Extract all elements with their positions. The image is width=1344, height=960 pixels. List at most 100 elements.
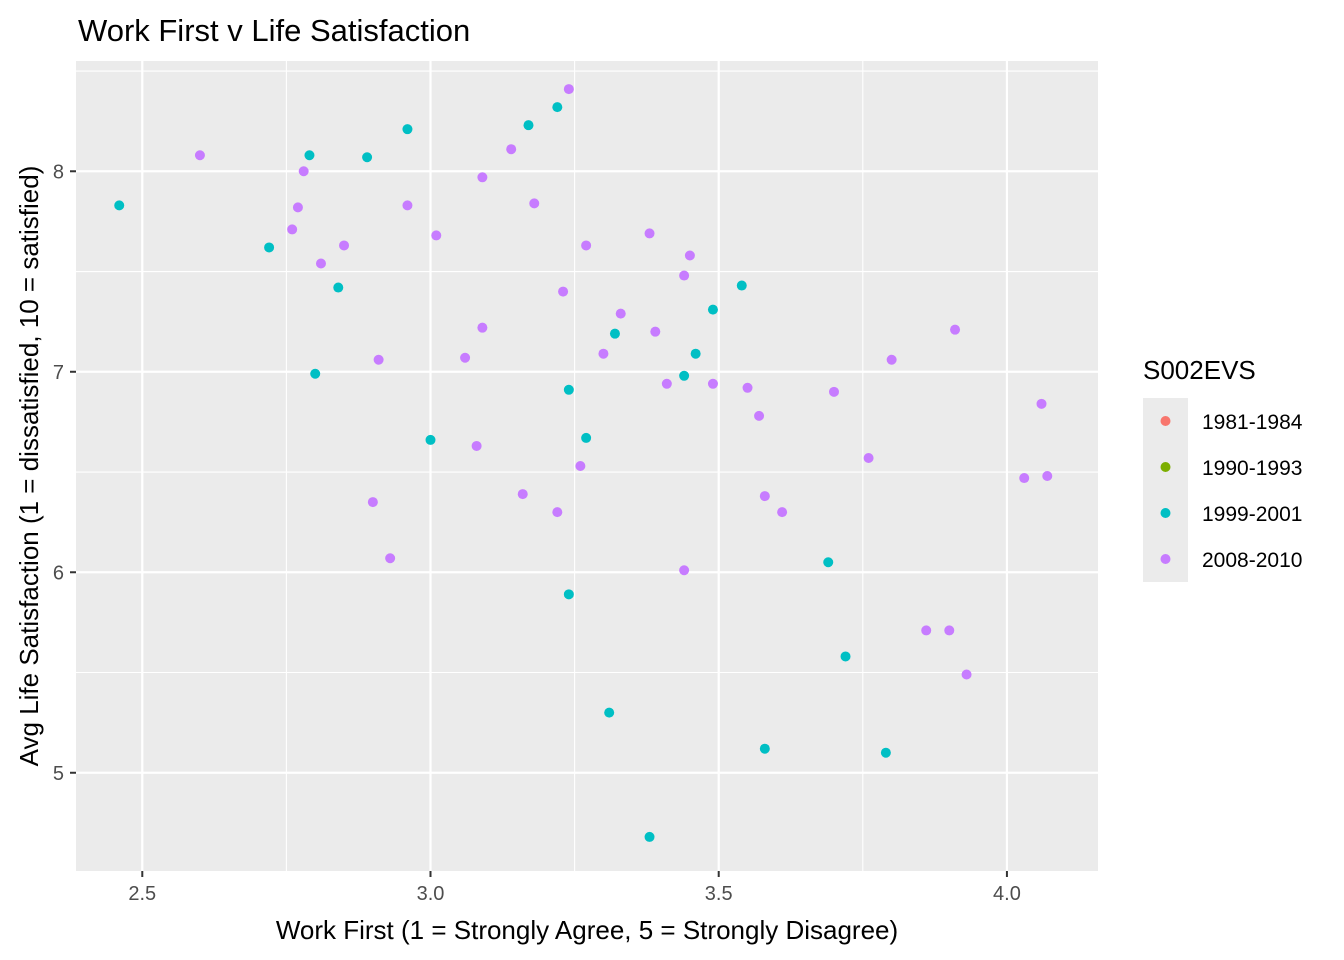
data-point — [840, 651, 851, 662]
legend-label: 1981-1984 — [1202, 411, 1303, 434]
chart-title: Work First v Life Satisfaction — [78, 13, 470, 48]
legend-item: 2008-2010 — [1143, 536, 1302, 582]
data-point — [961, 669, 972, 680]
data-point — [679, 270, 690, 281]
data-point — [563, 589, 574, 600]
data-point — [523, 120, 534, 131]
data-point — [661, 378, 672, 389]
data-point — [823, 557, 834, 568]
data-point — [362, 152, 373, 163]
y-axis-title: Avg Life Satisfaction (1 = dissatisfied,… — [14, 166, 44, 767]
y-tick-label: 8 — [53, 161, 64, 183]
series-1999-2001 — [114, 102, 891, 842]
data-point — [690, 348, 701, 359]
data-point — [650, 326, 661, 337]
data-point — [402, 124, 413, 135]
data-point — [292, 202, 303, 213]
legend-label: 1999-2001 — [1202, 503, 1302, 526]
x-axis-ticks: 2.5 3.0 3.5 4.0 — [128, 871, 1021, 905]
data-point — [477, 172, 488, 183]
data-point — [310, 368, 321, 379]
data-point — [460, 352, 471, 363]
data-point — [506, 144, 517, 155]
data-point — [471, 440, 482, 451]
data-point — [880, 747, 891, 758]
data-point — [315, 258, 326, 269]
data-point — [950, 324, 961, 335]
data-point — [558, 286, 569, 297]
data-point — [287, 224, 298, 235]
data-point — [581, 432, 592, 443]
legend-item: 1999-2001 — [1143, 490, 1302, 536]
x-tick-label: 3.0 — [417, 883, 445, 905]
data-point — [886, 354, 897, 365]
data-point — [385, 553, 396, 564]
legend-swatch — [1160, 508, 1171, 518]
data-point — [742, 382, 753, 393]
x-axis-title: Work First (1 = Strongly Agree, 5 = Stro… — [276, 915, 898, 945]
data-point — [777, 507, 788, 518]
data-point — [684, 250, 695, 261]
data-point — [425, 434, 436, 445]
data-point — [644, 831, 655, 842]
data-point — [298, 166, 309, 177]
y-tick-label: 5 — [53, 763, 64, 785]
data-point — [679, 565, 690, 576]
y-tick-label: 7 — [53, 362, 64, 384]
legend-swatch — [1160, 416, 1171, 426]
legend: S002EVS 1981-1984 1990-1993 1999-2001 2008-… — [1143, 355, 1303, 582]
data-point — [1019, 473, 1030, 484]
data-point — [477, 322, 488, 333]
data-point — [431, 230, 442, 241]
legend-title: S002EVS — [1143, 355, 1256, 385]
data-point — [552, 102, 563, 113]
major-gridlines — [76, 61, 1098, 871]
data-point — [563, 84, 574, 95]
data-point — [604, 707, 615, 718]
series-2008-2010 — [194, 84, 1053, 680]
data-point — [644, 228, 655, 239]
data-point — [759, 743, 770, 754]
y-tick-label: 6 — [53, 562, 64, 584]
data-point — [304, 150, 315, 161]
data-point — [609, 328, 620, 339]
data-point — [863, 452, 874, 463]
legend-item: 1990-1993 — [1143, 444, 1302, 490]
x-tick-label: 2.5 — [128, 883, 156, 905]
data-point — [339, 240, 350, 251]
data-point — [581, 240, 592, 251]
x-tick-label: 3.5 — [705, 883, 733, 905]
legend-item: 1981-1984 — [1143, 398, 1303, 444]
minor-gridlines — [76, 61, 1098, 871]
data-point — [373, 354, 384, 365]
y-axis-ticks: 5 6 7 8 — [53, 161, 76, 785]
data-point — [707, 304, 718, 315]
data-point — [114, 200, 125, 211]
data-point — [367, 497, 378, 508]
data-point — [707, 378, 718, 389]
data-point — [563, 384, 574, 395]
plot-panel — [76, 61, 1098, 871]
data-point — [194, 150, 205, 161]
data-point — [1042, 471, 1053, 482]
data-point — [679, 370, 690, 381]
data-point — [598, 348, 609, 359]
data-points — [114, 84, 1053, 842]
data-point — [615, 308, 626, 319]
data-point — [754, 410, 765, 421]
data-point — [264, 242, 275, 253]
legend-label: 2008-2010 — [1202, 549, 1302, 572]
data-point — [736, 280, 747, 291]
legend-swatch — [1160, 462, 1171, 472]
data-point — [333, 282, 344, 293]
data-point — [759, 491, 770, 502]
legend-label: 1990-1993 — [1202, 457, 1302, 480]
x-tick-label: 4.0 — [993, 883, 1021, 905]
legend-swatch — [1160, 554, 1171, 564]
data-point — [552, 507, 563, 518]
data-point — [828, 386, 839, 397]
data-point — [402, 200, 413, 211]
data-point — [1036, 398, 1047, 409]
